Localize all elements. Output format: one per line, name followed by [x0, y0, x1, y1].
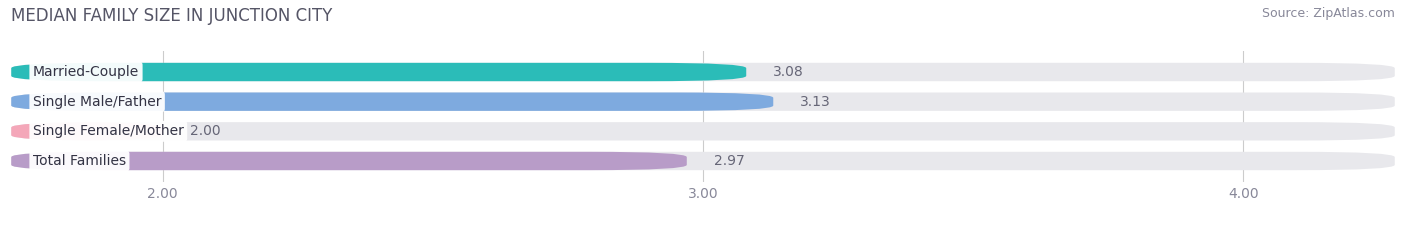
FancyBboxPatch shape [11, 122, 1395, 140]
FancyBboxPatch shape [11, 152, 686, 170]
FancyBboxPatch shape [11, 152, 1395, 170]
FancyBboxPatch shape [11, 63, 747, 81]
Text: 2.97: 2.97 [714, 154, 745, 168]
Text: MEDIAN FAMILY SIZE IN JUNCTION CITY: MEDIAN FAMILY SIZE IN JUNCTION CITY [11, 7, 333, 25]
Text: Source: ZipAtlas.com: Source: ZipAtlas.com [1261, 7, 1395, 20]
FancyBboxPatch shape [11, 122, 163, 140]
FancyBboxPatch shape [11, 93, 1395, 111]
Text: 2.00: 2.00 [190, 124, 221, 138]
Text: Total Families: Total Families [32, 154, 127, 168]
Text: Single Female/Mother: Single Female/Mother [32, 124, 184, 138]
Text: 3.13: 3.13 [800, 95, 831, 109]
Text: Single Male/Father: Single Male/Father [32, 95, 162, 109]
FancyBboxPatch shape [11, 93, 773, 111]
FancyBboxPatch shape [11, 63, 1395, 81]
Text: Married-Couple: Married-Couple [32, 65, 139, 79]
Text: 3.08: 3.08 [773, 65, 804, 79]
